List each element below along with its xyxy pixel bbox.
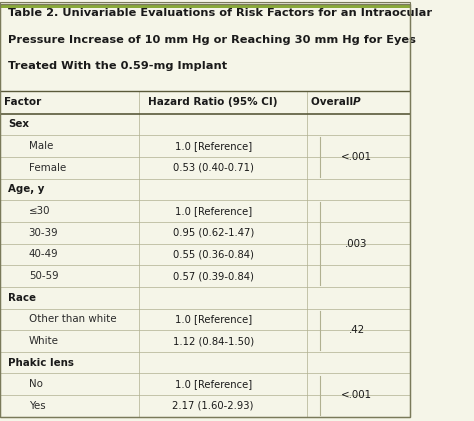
Text: P: P [353, 97, 360, 107]
Text: 30-39: 30-39 [29, 228, 58, 238]
Text: ≤30: ≤30 [29, 206, 50, 216]
Text: <.001: <.001 [341, 152, 372, 162]
Text: Phakic lens: Phakic lens [8, 358, 74, 368]
Text: Age, y: Age, y [8, 184, 45, 195]
Text: White: White [29, 336, 59, 346]
Text: Table 2. Univariable Evaluations of Risk Factors for an Intraocular: Table 2. Univariable Evaluations of Risk… [8, 8, 432, 19]
Text: Yes: Yes [29, 401, 46, 411]
Text: 2.17 (1.60-2.93): 2.17 (1.60-2.93) [173, 401, 254, 411]
Text: 1.0 [Reference]: 1.0 [Reference] [174, 314, 252, 324]
Text: 1.12 (0.84-1.50): 1.12 (0.84-1.50) [173, 336, 254, 346]
FancyBboxPatch shape [0, 4, 410, 8]
Text: Treated With the 0.59-mg Implant: Treated With the 0.59-mg Implant [8, 61, 228, 71]
Text: 1.0 [Reference]: 1.0 [Reference] [174, 379, 252, 389]
Text: Hazard Ratio (95% CI): Hazard Ratio (95% CI) [148, 97, 278, 107]
Text: 1.0 [Reference]: 1.0 [Reference] [174, 141, 252, 151]
Text: Male: Male [29, 141, 53, 151]
Text: .003: .003 [346, 239, 368, 248]
Text: Overall: Overall [311, 97, 356, 107]
Text: 1.0 [Reference]: 1.0 [Reference] [174, 206, 252, 216]
Text: 40-49: 40-49 [29, 249, 58, 259]
Text: Race: Race [8, 293, 36, 303]
Text: 50-59: 50-59 [29, 271, 58, 281]
Text: Pressure Increase of 10 mm Hg or Reaching 30 mm Hg for Eyes: Pressure Increase of 10 mm Hg or Reachin… [8, 35, 416, 45]
Text: 0.53 (0.40-0.71): 0.53 (0.40-0.71) [173, 163, 254, 173]
Text: <.001: <.001 [341, 390, 372, 400]
Text: 0.95 (0.62-1.47): 0.95 (0.62-1.47) [173, 228, 254, 238]
Text: .42: .42 [348, 325, 365, 335]
Text: Factor: Factor [4, 97, 41, 107]
Text: Sex: Sex [8, 120, 29, 130]
Text: Other than white: Other than white [29, 314, 116, 324]
Text: 0.57 (0.39-0.84): 0.57 (0.39-0.84) [173, 271, 254, 281]
Text: No: No [29, 379, 43, 389]
Text: 0.55 (0.36-0.84): 0.55 (0.36-0.84) [173, 249, 254, 259]
Text: Female: Female [29, 163, 66, 173]
